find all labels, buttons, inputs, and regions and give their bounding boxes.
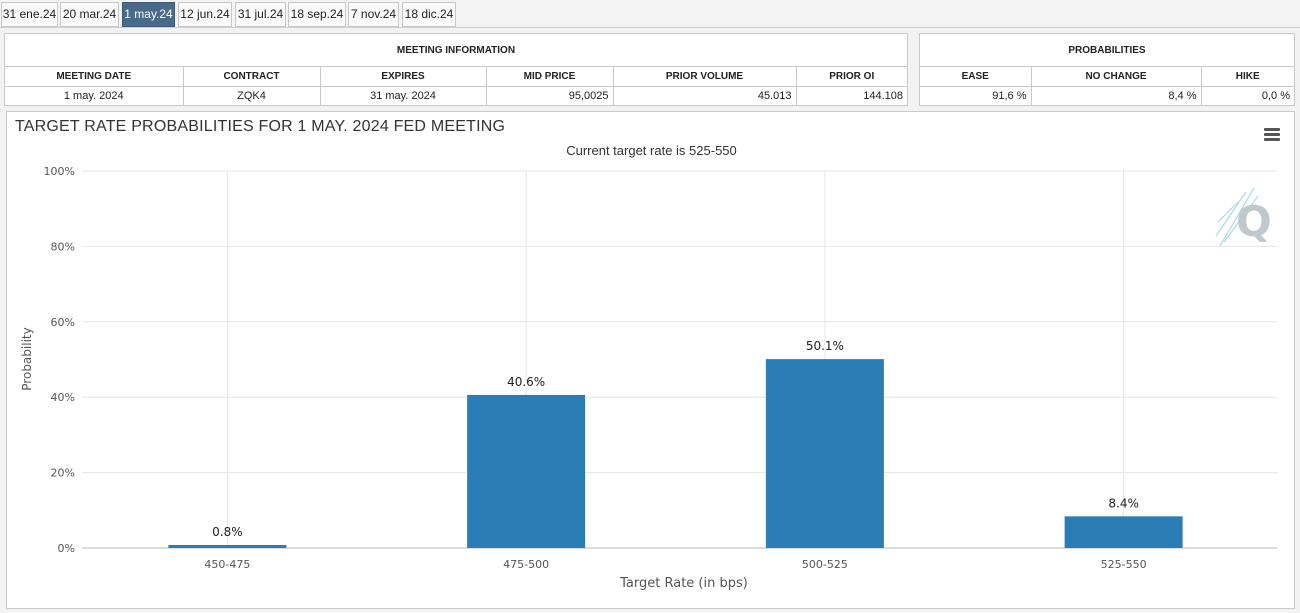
col-prior-volume: PRIOR VOLUME [613, 67, 797, 87]
probabilities-table: EASE NO CHANGE HIKE 91,6 % 8,4 % 0,0 % [920, 67, 1294, 105]
x-tick-label: 475-500 [503, 558, 549, 571]
data-label: 40.6% [507, 375, 545, 389]
tab-20-mar[interactable]: 20 mar.24 [60, 2, 119, 27]
bar-500-525[interactable] [765, 359, 884, 548]
probabilities-panel: PROBABILITIES EASE NO CHANGE HIKE 91,6 %… [919, 33, 1295, 106]
data-label: 50.1% [806, 339, 844, 353]
y-tick-label: 100% [44, 165, 75, 178]
bar-525-550[interactable] [1064, 516, 1183, 548]
col-contract: CONTRACT [183, 67, 321, 87]
svg-text:Q: Q [1236, 197, 1272, 246]
col-meeting-date: MEETING DATE [5, 67, 184, 87]
mid-price-value: 95,0025 [486, 86, 614, 105]
hamburger-menu-icon[interactable] [1264, 128, 1280, 142]
chart-subtitle: Current target rate is 525-550 [566, 143, 737, 158]
ease-value: 91,6 % [920, 86, 1032, 105]
meeting-information-panel: MEETING INFORMATION MEETING DATE CONTRAC… [4, 33, 908, 106]
x-tick-label: 450-475 [204, 558, 250, 571]
tab-18-dic[interactable]: 18 dic.24 [402, 2, 456, 27]
x-tick-label: 500-525 [802, 558, 848, 571]
y-tick-label: 60% [51, 316, 75, 329]
bar-475-500[interactable] [467, 394, 586, 548]
x-axis-label: Target Rate (in bps) [619, 576, 748, 591]
y-tick-label: 80% [51, 240, 75, 253]
quikstrike-logo-icon: Q [1215, 187, 1272, 247]
col-ease: EASE [920, 67, 1032, 87]
tab-7-nov[interactable]: 7 nov.24 [348, 2, 399, 27]
prior-volume-value: 45.013 [613, 86, 797, 105]
meeting-tabs: 31 ene.24 20 mar.24 1 may.24 12 jun.24 3… [0, 0, 1300, 28]
chart-title: TARGET RATE PROBABILITIES FOR 1 MAY. 202… [15, 118, 506, 135]
prior-oi-value: 144.108 [863, 89, 903, 102]
x-tick-label: 525-550 [1101, 558, 1147, 571]
col-mid-price: MID PRICE [486, 67, 614, 87]
tab-12-jun[interactable]: 12 jun.24 [178, 2, 232, 27]
col-no-change: NO CHANGE [1031, 67, 1202, 87]
hike-value: 0,0 % [1261, 89, 1290, 102]
y-tick-label: 20% [51, 467, 75, 480]
meeting-date-value: 1 may. 2024 [5, 86, 184, 105]
y-tick-label: 0% [58, 542, 75, 555]
tab-18-sep[interactable]: 18 sep.24 [288, 2, 346, 27]
probabilities-header: PROBABILITIES [920, 34, 1294, 67]
data-label: 8.4% [1108, 496, 1139, 510]
tab-1-may[interactable]: 1 may.24 [122, 2, 175, 27]
expires-value: 31 may. 2024 [320, 86, 487, 105]
bar-450-475[interactable] [168, 544, 287, 548]
contract-value: ZQK4 [183, 86, 321, 105]
y-axis-label: Probability [20, 327, 34, 390]
data-label: 0.8% [212, 525, 243, 539]
col-hike: HIKE [1201, 67, 1294, 87]
y-tick-label: 40% [51, 391, 75, 404]
col-expires: EXPIRES [320, 67, 487, 87]
no-change-value: 8,4 % [1031, 86, 1202, 105]
target-rate-chart: TARGET RATE PROBABILITIES FOR 1 MAY. 202… [6, 111, 1295, 609]
tab-31-jul[interactable]: 31 jul.24 [235, 2, 286, 27]
chart-plot: 0% 20% 40% 60% 80% 100% 0.8% 450-475 40.6% 475-50… [20, 165, 1277, 591]
tab-31-ene[interactable]: 31 ene.24 [1, 2, 58, 27]
meeting-information-header: MEETING INFORMATION [5, 34, 907, 67]
col-prior-oi: PRIOR OI [796, 67, 907, 87]
meeting-information-table: MEETING DATE CONTRACT EXPIRES MID PRICE … [5, 67, 907, 105]
